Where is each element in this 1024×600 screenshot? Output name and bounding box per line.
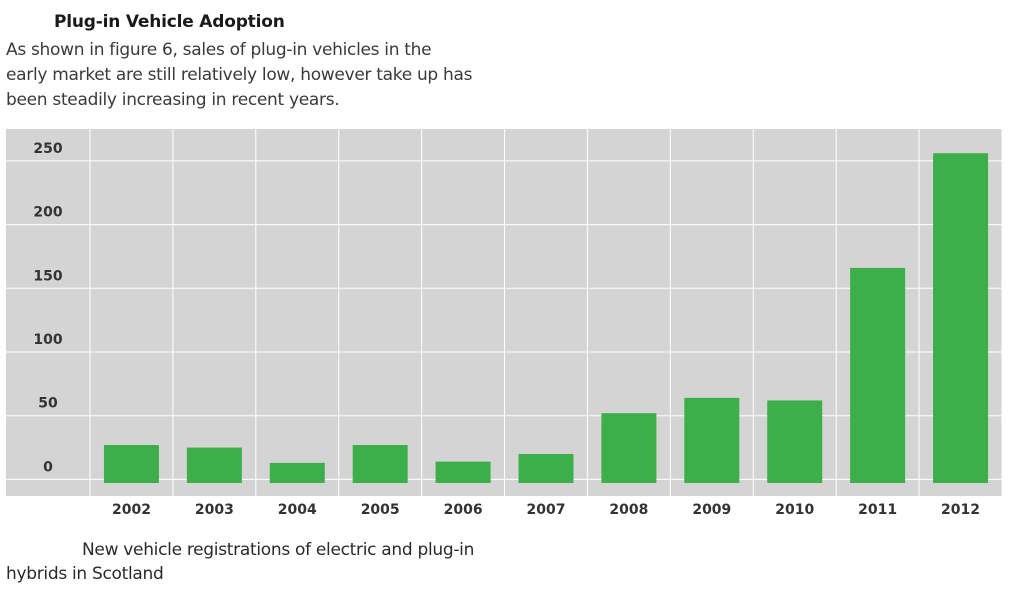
y-tick-label: 250: [33, 141, 62, 157]
x-tick-label: 2007: [527, 502, 566, 518]
bar-2002: [103, 445, 159, 483]
x-tick-label: 2008: [609, 502, 648, 518]
x-tick-label: 2002: [112, 502, 151, 518]
bar-2005: [352, 445, 408, 483]
x-tick-label: 2005: [361, 502, 400, 518]
x-axis-ticks: 2002 2003 2004 2005 2006 2007 2008 2009 2010 2011…: [112, 502, 980, 518]
bar-2006: [435, 461, 491, 483]
bars: [103, 153, 989, 484]
gridlines: [6, 129, 1003, 496]
x-tick-label: 2004: [278, 502, 317, 518]
x-tick-label: 2009: [692, 502, 731, 518]
figure-caption: New vehicle registrations of electric an…: [6, 540, 475, 584]
section-heading: Plug-in Vehicle Adoption: [54, 12, 285, 32]
bar-2012: [933, 153, 989, 484]
bar-2008: [601, 413, 657, 483]
bar-2007: [518, 453, 574, 483]
intro-paragraph: As shown in figure 6, sales of plug-in v…: [6, 40, 473, 110]
y-axis-ticks: 0 50 100 150 200 250: [33, 141, 62, 476]
y-tick-label: 0: [43, 459, 53, 475]
bar-2004: [269, 462, 325, 483]
x-tick-label: 2003: [195, 502, 234, 518]
x-tick-label: 2010: [775, 502, 814, 518]
bar-2010: [767, 400, 823, 483]
x-tick-label: 2011: [858, 502, 897, 518]
y-tick-label: 100: [33, 332, 62, 348]
y-tick-label: 150: [33, 268, 62, 284]
x-tick-label: 2006: [444, 502, 483, 518]
bar-2003: [186, 447, 242, 483]
y-tick-label: 200: [33, 205, 62, 221]
x-tick-label: 2012: [941, 502, 980, 518]
bar-2011: [850, 267, 906, 483]
bar-2009: [684, 397, 740, 483]
y-tick-label: 50: [38, 396, 58, 412]
